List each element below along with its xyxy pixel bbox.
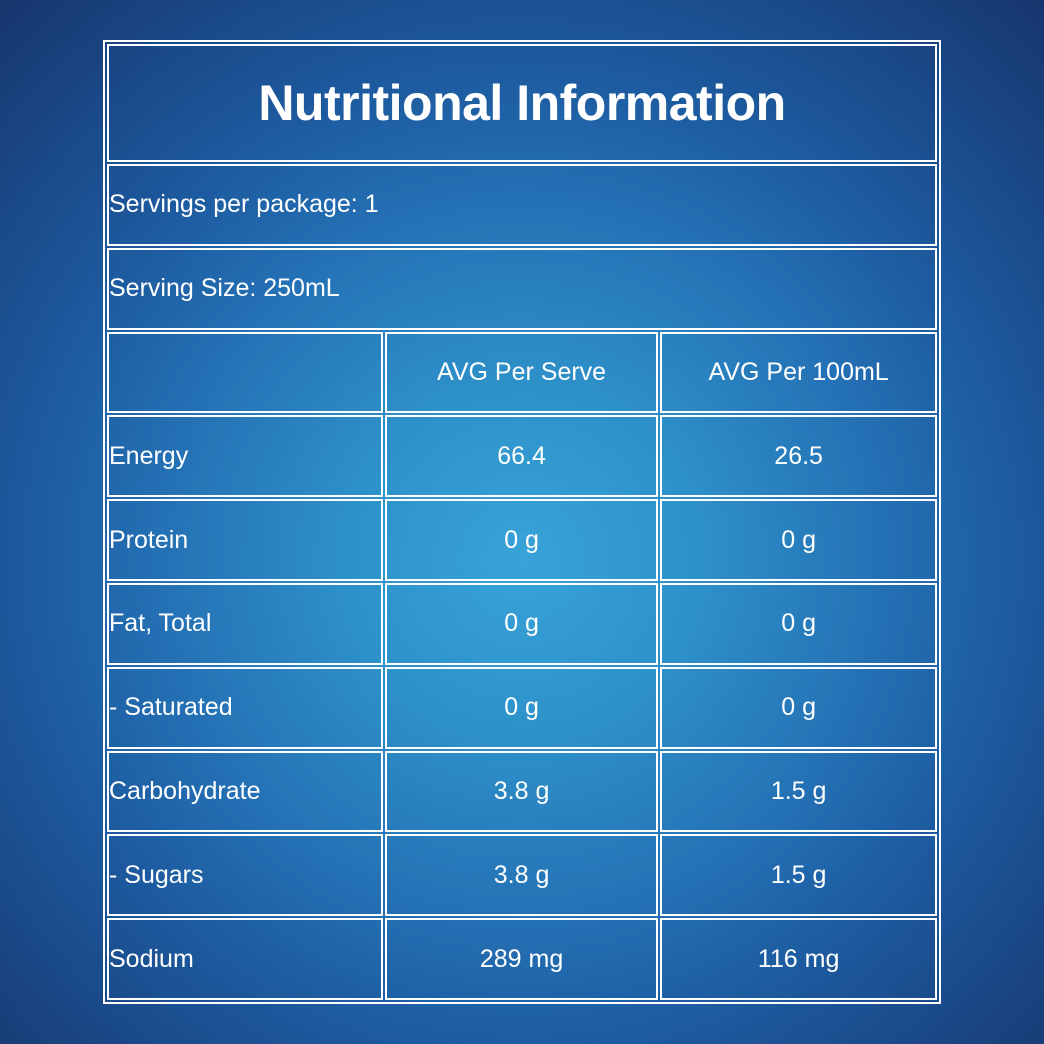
nutrient-label: Energy: [107, 415, 383, 498]
nutrient-label: - Saturated: [107, 666, 383, 749]
table-row-energy: Energy 66.4 26.5: [107, 415, 937, 498]
table-row-sugars: - Sugars 3.8 g 1.5 g: [107, 834, 937, 917]
nutrient-value-per-serve: 0 g: [384, 666, 659, 749]
nutrient-value-per-serve: 3.8 g: [384, 750, 659, 833]
column-header-per-100ml: AVG Per 100mL: [660, 331, 937, 414]
nutrient-label: Fat, Total: [107, 582, 383, 665]
servings-per-package-text: Servings per package: 1: [107, 164, 937, 246]
nutrient-value-per-100ml: 0 g: [660, 666, 937, 749]
nutrient-value-per-serve: 289 mg: [384, 918, 659, 1000]
nutrient-label: Protein: [107, 499, 383, 581]
info-row-serving-size: Serving Size: 250mL: [107, 247, 937, 330]
serving-size-text: Serving Size: 250mL: [107, 247, 937, 330]
nutrient-label: Sodium: [107, 918, 383, 1000]
nutrient-label: - Sugars: [107, 834, 383, 917]
nutrient-value-per-100ml: 26.5: [660, 415, 937, 498]
nutrient-value-per-100ml: 1.5 g: [660, 834, 937, 917]
nutrient-value-per-100ml: 0 g: [660, 499, 937, 581]
table-row-sodium: Sodium 289 mg 116 mg: [107, 918, 937, 1000]
info-row-servings: Servings per package: 1: [107, 164, 937, 246]
table-row-protein: Protein 0 g 0 g: [107, 499, 937, 581]
table-row-carbohydrate: Carbohydrate 3.8 g 1.5 g: [107, 750, 937, 833]
nutrient-label: Carbohydrate: [107, 750, 383, 833]
title-row: Nutritional Information: [107, 44, 937, 162]
column-header-per-serve: AVG Per Serve: [384, 331, 659, 414]
nutrient-value-per-serve: 66.4: [384, 415, 659, 498]
nutrition-table: Nutritional Information Servings per pac…: [103, 40, 941, 1004]
page-title: Nutritional Information: [107, 44, 937, 162]
nutrient-value-per-100ml: 116 mg: [660, 918, 937, 1000]
nutrient-value-per-100ml: 0 g: [660, 582, 937, 665]
column-header-blank: [107, 331, 383, 414]
nutrient-value-per-100ml: 1.5 g: [660, 750, 937, 833]
table-header-row: AVG Per Serve AVG Per 100mL: [107, 331, 937, 414]
table-row-saturated: - Saturated 0 g 0 g: [107, 666, 937, 749]
nutrient-value-per-serve: 0 g: [384, 582, 659, 665]
table-row-fat-total: Fat, Total 0 g 0 g: [107, 582, 937, 665]
nutrient-value-per-serve: 3.8 g: [384, 834, 659, 917]
nutrient-value-per-serve: 0 g: [384, 499, 659, 581]
